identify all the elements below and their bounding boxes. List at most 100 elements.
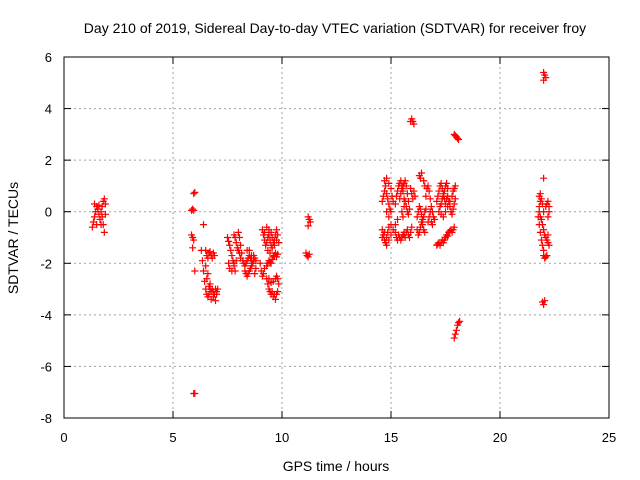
data-point [101,210,109,218]
data-point [227,246,235,254]
data-point [419,221,427,229]
data-point [410,187,418,195]
data-point [413,213,421,221]
plot-frame [63,56,610,419]
data-point [189,205,197,213]
data-point [422,205,430,213]
data-point [545,208,553,216]
data-point [212,297,220,305]
data-point [251,270,259,278]
data-point [378,234,386,241]
x-tick-label: 10 [275,430,289,445]
data-point [200,267,208,275]
x-tick-label: 25 [602,430,616,445]
data-point [238,249,246,257]
data-point [455,319,463,327]
data-point [449,205,457,213]
y-tick-label: 2 [45,153,52,168]
data-point [539,241,547,249]
data-point [190,190,198,198]
data-point [206,248,214,256]
data-point [455,136,463,144]
data-point [91,200,99,208]
x-tick-label: 0 [60,430,67,445]
y-tick-label: -4 [40,308,52,323]
data-point [542,253,550,261]
data-point [224,234,231,241]
data-point [406,205,414,213]
data-point [213,290,221,298]
data-point [544,239,552,247]
data-point [191,390,199,398]
data-point [189,244,197,252]
data-point [391,221,399,229]
grid-lines [64,57,609,418]
data-point [444,232,452,240]
data-point [383,174,391,182]
data-point [100,195,108,203]
data-point [232,257,240,265]
data-point [408,223,416,231]
data-point [452,326,460,334]
data-point [95,201,103,209]
data-point [450,200,458,208]
data-point [451,182,459,190]
data-point [451,195,459,203]
data-point [228,267,236,275]
data-point [444,192,452,200]
data-point [275,239,283,247]
data-point [444,185,452,193]
data-point [426,208,434,216]
data-point [383,190,391,198]
data-points [88,68,553,398]
data-point [274,288,282,296]
data-point [391,200,399,208]
data-point [404,210,412,218]
data-point [448,210,456,218]
data-point [237,241,245,249]
data-point [261,228,269,236]
data-point [407,228,415,236]
data-point [544,213,552,221]
data-point [205,282,213,290]
data-point [259,270,267,278]
data-point [203,275,211,283]
y-tick-label: 4 [45,102,52,117]
data-point [235,234,243,241]
data-point [385,236,393,244]
data-point [252,264,260,272]
data-point [274,231,282,239]
data-point [410,120,418,128]
data-point [402,182,410,190]
data-point [536,190,544,198]
data-point [426,195,434,203]
data-point [421,228,429,236]
data-point [265,275,273,283]
data-point [418,169,426,177]
data-point [399,213,407,221]
data-point [210,252,218,260]
y-tick-label: -8 [40,411,52,426]
y-tick-label: 6 [45,50,52,65]
data-point [226,241,234,249]
data-point [385,200,393,208]
data-point [91,213,99,221]
data-point [270,241,278,249]
data-point [451,330,459,338]
data-point [225,237,233,245]
x-tick-label: 15 [384,430,398,445]
data-point [190,236,198,244]
data-point [101,200,109,208]
data-point [433,197,441,205]
x-axis-label: GPS time / hours [283,458,390,474]
data-point [425,213,433,221]
data-point [396,195,404,203]
data-point [544,231,552,239]
data-point [456,317,464,325]
y-tick-label: 0 [45,205,52,220]
data-point [267,228,275,236]
data-point [202,262,210,270]
data-point [204,270,212,278]
data-point [428,221,436,229]
